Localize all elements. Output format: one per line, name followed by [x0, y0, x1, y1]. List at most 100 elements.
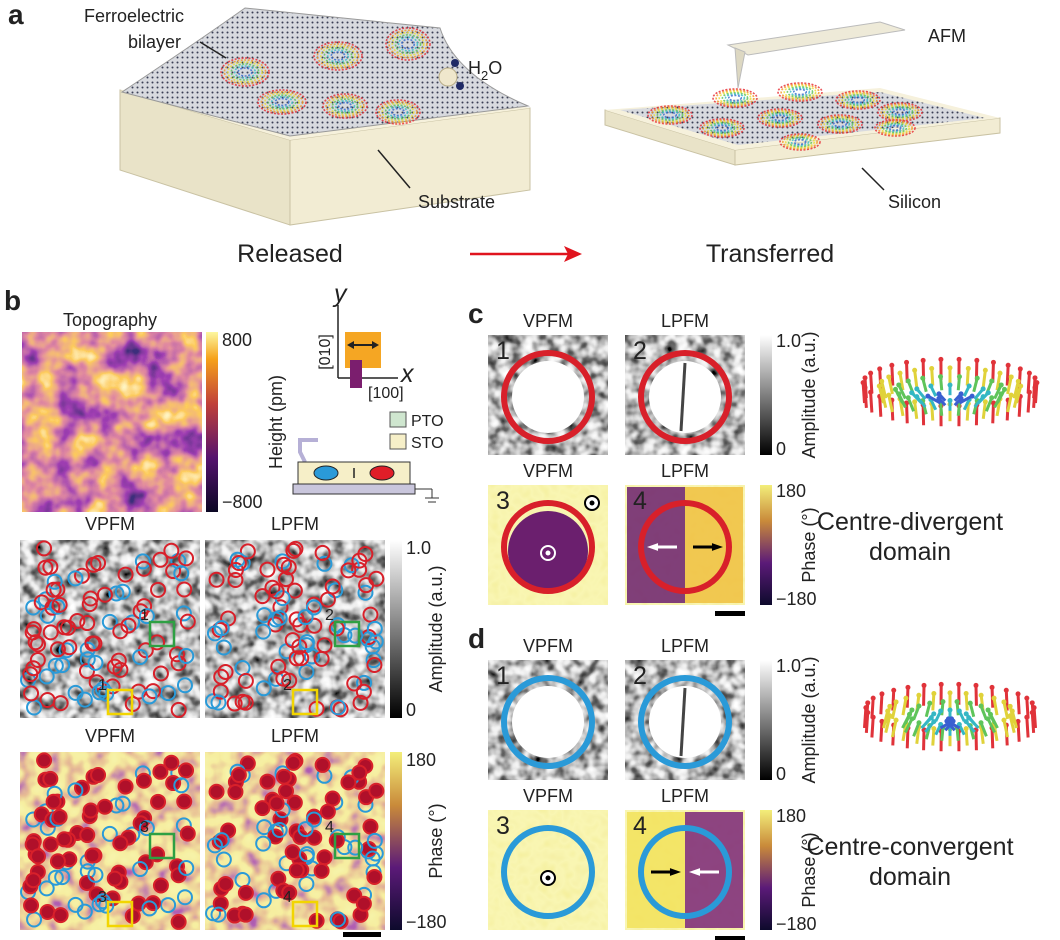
spin-arrow	[990, 727, 995, 749]
spin-head	[947, 382, 953, 388]
domain-circle	[178, 762, 195, 779]
domain-circle	[96, 798, 113, 815]
spin-head	[865, 700, 871, 706]
polar-domain	[780, 83, 820, 101]
spin-arrow	[1032, 707, 1037, 729]
polar-domain	[337, 101, 353, 111]
spin-head	[982, 399, 988, 405]
domain-circle	[47, 657, 64, 674]
domain-circle	[79, 651, 96, 668]
domain-circle	[81, 596, 98, 613]
spin-head	[938, 356, 944, 362]
polar-domain	[820, 115, 860, 133]
domain-circle	[67, 684, 84, 701]
domain-circle	[178, 550, 195, 567]
spin-arrow	[991, 402, 995, 424]
domain-caption: Centre-divergent	[817, 508, 1003, 536]
spin-head	[931, 711, 937, 717]
domain-circle	[319, 591, 336, 608]
spin-arrow	[964, 693, 969, 711]
domain-circle	[259, 773, 276, 790]
domain-circle	[330, 911, 347, 928]
domain-circle	[106, 658, 123, 675]
domain-circle	[54, 869, 71, 886]
spin-arrow	[995, 372, 1002, 391]
polar-domain	[826, 118, 854, 130]
spin-head	[945, 716, 951, 722]
domain-circle	[332, 701, 349, 718]
polar-domain	[769, 113, 791, 123]
domain-circle	[132, 649, 149, 666]
caption: Transferred	[706, 240, 834, 268]
domain-circle	[285, 754, 302, 771]
domain-circle	[58, 642, 75, 659]
polarity-symbol	[540, 545, 556, 561]
spin-head	[989, 378, 995, 384]
highlight-box	[148, 620, 176, 648]
domain-circle	[82, 590, 99, 607]
spin-head	[1029, 700, 1035, 706]
spin-head	[931, 690, 937, 696]
spin-arrow	[1025, 698, 1030, 719]
spin-head	[921, 682, 927, 688]
domain-circle	[150, 581, 167, 598]
spin-arrow	[964, 728, 969, 746]
polar-domain	[274, 97, 290, 107]
spin-head	[1008, 374, 1014, 380]
polar-domain	[237, 67, 253, 77]
domain-circle	[79, 615, 96, 632]
domain-ring	[501, 675, 595, 769]
polar-domain	[889, 107, 911, 117]
domain-circle	[306, 829, 323, 846]
polar-domain	[223, 59, 267, 85]
spin-head	[973, 682, 979, 688]
domain-circle	[313, 650, 330, 667]
domain-circle	[42, 558, 59, 575]
scale-bar	[343, 932, 381, 937]
domain-circle	[366, 656, 383, 673]
domain-circle	[141, 688, 158, 705]
image-index: 4	[633, 487, 647, 515]
domain-circle	[305, 811, 322, 828]
colorbar-min: −180	[776, 589, 817, 609]
spin-arrow	[880, 380, 888, 399]
domain-circle	[114, 795, 131, 812]
domain-circle	[347, 627, 364, 644]
spin-arrow	[870, 698, 875, 719]
spin-arrow	[993, 393, 1003, 409]
domain-circle	[281, 672, 298, 689]
polar-domain	[727, 94, 743, 102]
spin-head	[956, 708, 962, 714]
domain-circle	[287, 540, 304, 557]
domain-circle	[56, 831, 73, 848]
polar-domain	[838, 91, 878, 109]
spin-arrow	[861, 382, 866, 404]
spin-arrow	[1002, 719, 1010, 738]
spin-head	[947, 707, 953, 713]
spin-head	[1001, 717, 1007, 723]
image-title: LPFM	[661, 786, 709, 806]
polar-domain	[832, 120, 848, 128]
polar-domain	[711, 123, 733, 133]
domain-circle	[91, 896, 108, 913]
spin-head	[1026, 370, 1032, 376]
polar-domain	[721, 92, 749, 104]
spin-head	[963, 690, 969, 696]
spin-head	[887, 703, 893, 709]
spin-head	[1003, 687, 1009, 693]
domain-circle	[101, 613, 118, 630]
polar-domain	[782, 134, 818, 150]
spin-arrow	[1012, 390, 1020, 409]
hydrogen	[456, 82, 464, 90]
marker-label: 3	[140, 819, 149, 836]
spin-arrow	[965, 403, 970, 421]
domain-circle	[284, 844, 301, 861]
arrow-head	[689, 868, 701, 876]
domain-circle	[176, 889, 193, 906]
domain-circle	[176, 581, 193, 598]
domain-circle	[150, 793, 167, 810]
leader-line	[199, 41, 227, 59]
domain-circle	[152, 665, 169, 682]
domain-circle	[51, 808, 68, 825]
domain-circle	[208, 783, 225, 800]
